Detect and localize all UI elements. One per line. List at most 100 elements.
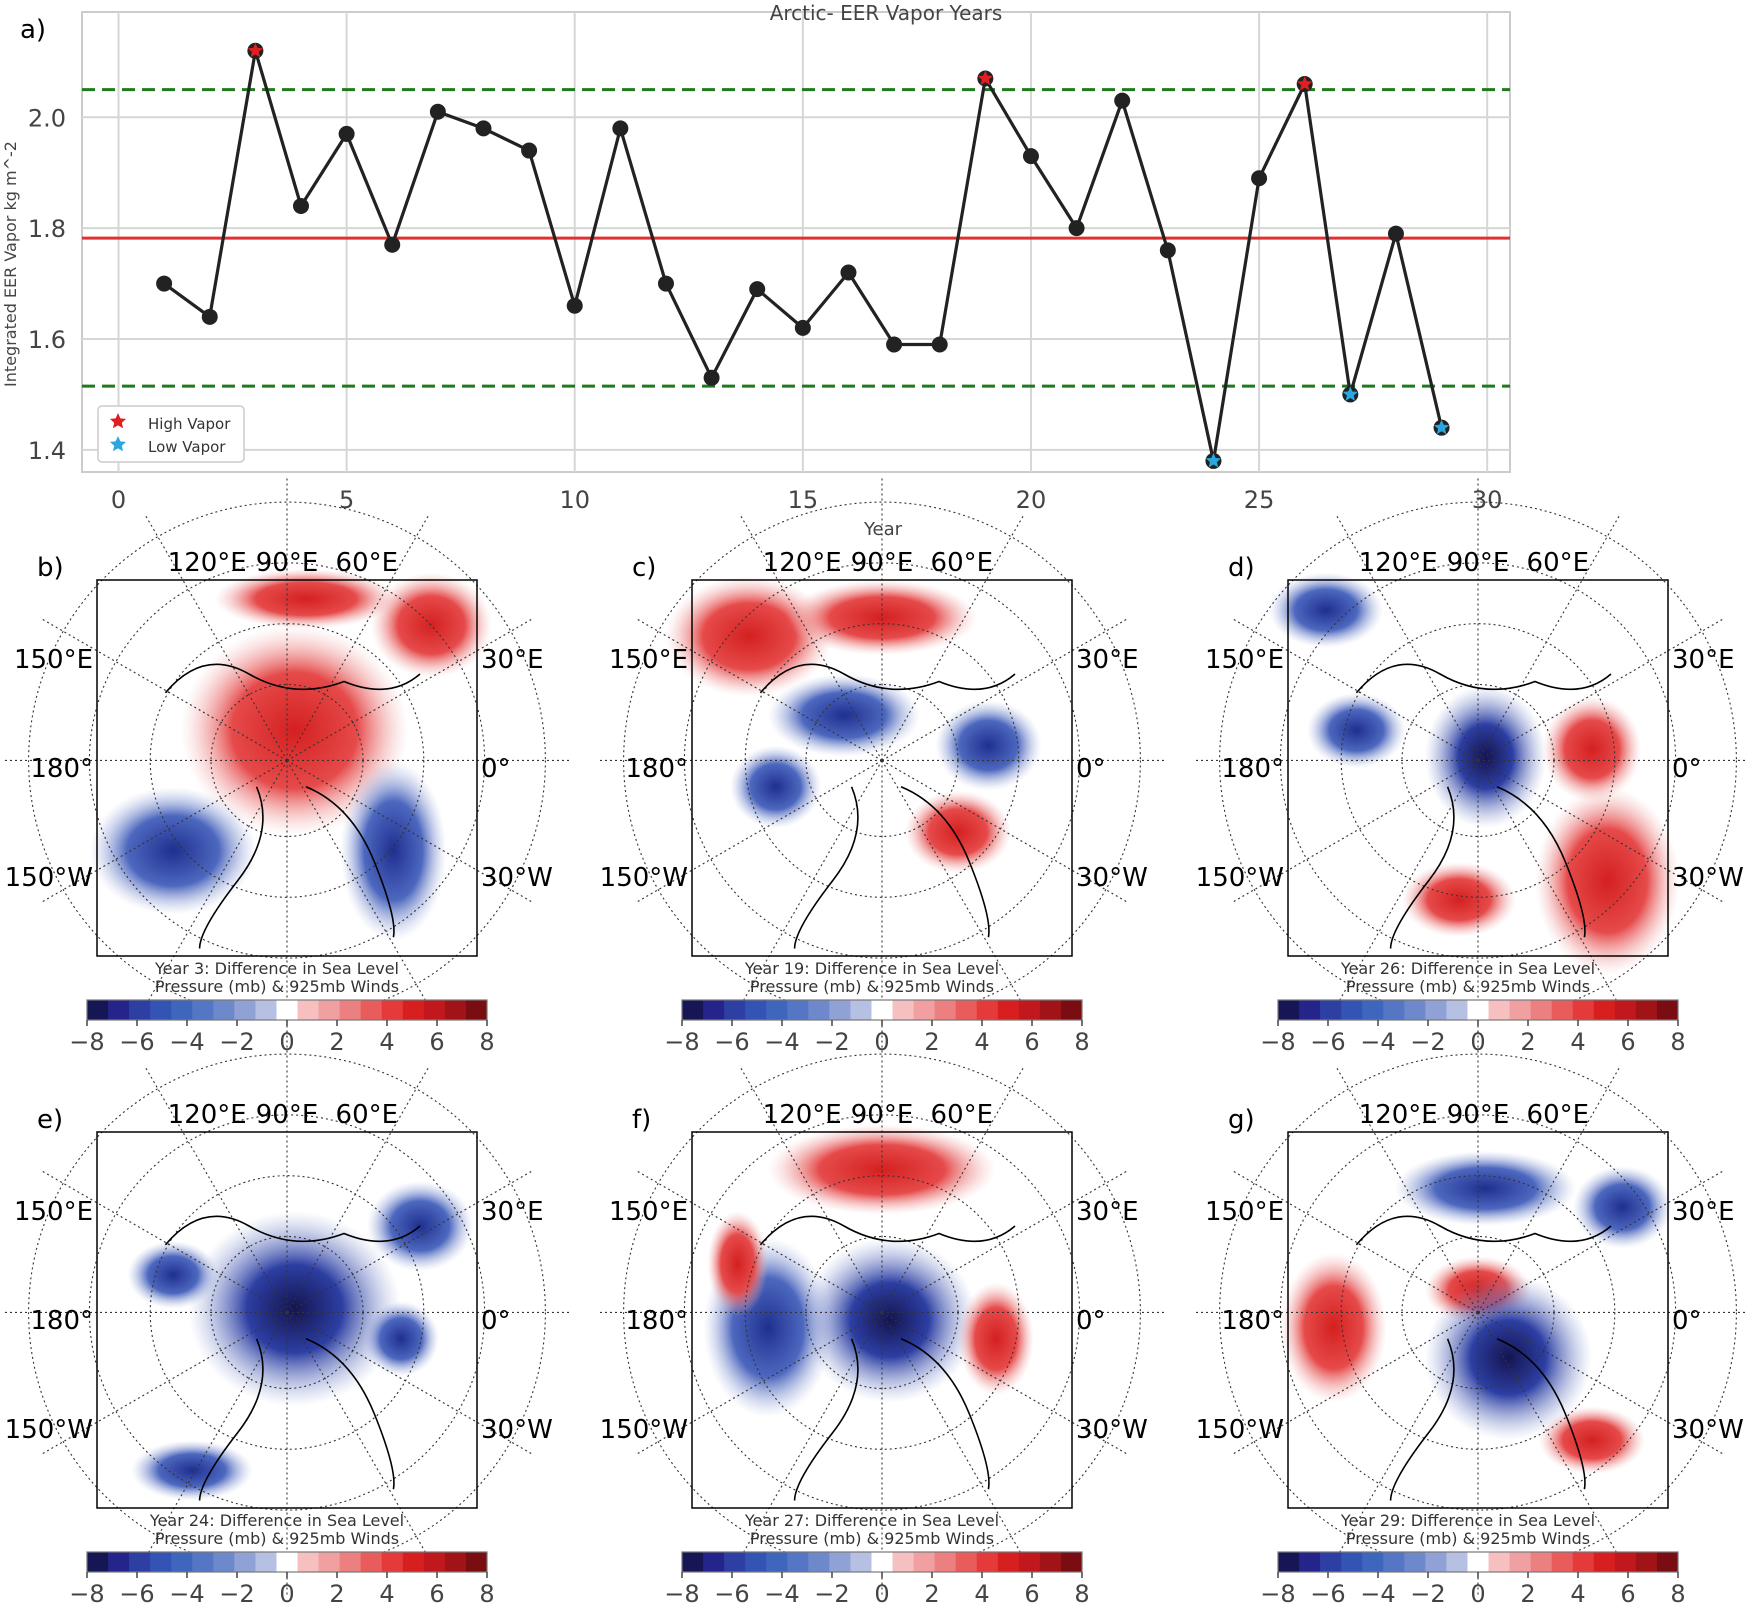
colorbar-swatch-2	[1320, 1000, 1342, 1020]
x-tick-label-20: 20	[1016, 486, 1047, 514]
data-point-year-28	[1387, 225, 1404, 242]
colorbar-swatch-3	[150, 1000, 172, 1020]
colorbar-swatch-4	[171, 1000, 193, 1020]
data-point-year-2	[201, 308, 218, 325]
map-lon-label-right-0: 30°E	[481, 645, 544, 675]
colorbar-tick-label-7: 6	[429, 1580, 444, 1608]
map-lon-label-right-2: 30°W	[481, 1415, 553, 1445]
colorbar-tick-label-3: −2	[1410, 1580, 1445, 1608]
colorbar-tick-label-5: 2	[924, 1028, 939, 1056]
colorbar-swatch-17	[1039, 1552, 1062, 1572]
map-lon-label-top-0: 120°E	[763, 548, 842, 578]
map-frame	[691, 579, 1073, 957]
colorbar-swatch-15	[402, 1552, 425, 1572]
coastline	[164, 1215, 421, 1501]
colorbar-tick-label-1: −6	[714, 1580, 749, 1608]
map-frame	[1287, 579, 1669, 957]
colorbar-swatch-13	[360, 1552, 383, 1572]
map-lon-label-left-1: 180°	[625, 1306, 688, 1336]
map-caption-line2: Pressure (mb) & 925mb Winds	[750, 1529, 994, 1548]
latitude-circle-2	[683, 1114, 1081, 1511]
colorbar-tick-label-1: −6	[1310, 1580, 1345, 1608]
colorbar-swatch-5	[192, 1000, 214, 1020]
y-tick-label-1.4: 1.4	[28, 437, 66, 465]
colorbar-swatch-15	[1593, 1552, 1616, 1572]
colorbar-swatch-1	[703, 1000, 725, 1020]
colorbar-swatch-9	[1467, 1552, 1490, 1572]
pressure-anomaly-blue-1	[768, 674, 920, 757]
colorbar-tick-label-1: −6	[119, 1580, 154, 1608]
colorbar-swatch-5	[1383, 1552, 1405, 1572]
data-point-year-23	[1159, 242, 1176, 259]
colorbar-swatch-0	[682, 1000, 704, 1020]
x-tick-labels: 0 5 10 15 20 25 30	[111, 486, 1503, 514]
x-tick-label-5: 5	[339, 486, 354, 514]
plot-frame	[81, 11, 1511, 473]
colorbar-swatch-12	[339, 1552, 362, 1572]
map-panel-g: g) 120°E 90°E 60°E 150°E 30°E 180° 0° 150°W 30°W Y…	[1193, 1027, 1748, 1608]
line-chart-panel: 0 5 10 15 20 25 30 1.4 1.6 1.8 2.0 a) Arctic- EER…	[1, 1, 1511, 540]
colorbar-swatch-13	[360, 1000, 383, 1020]
map-lon-label-right-2: 30°W	[1076, 863, 1148, 893]
colorbar-tick-label-2: −4	[764, 1028, 799, 1056]
colorbar-swatch-5	[787, 1000, 809, 1020]
colorbar-tick-label-8: 8	[1074, 1580, 1089, 1608]
map-lon-label-left-0: 150°E	[1205, 645, 1284, 675]
colorbar-swatch-15	[997, 1552, 1020, 1572]
map-lon-label-top-1: 90°E	[1447, 1100, 1510, 1130]
x-tick-label-30: 30	[1472, 486, 1503, 514]
map-lon-label-right-0: 30°E	[1672, 1197, 1735, 1227]
legend: High Vapor Low Vapor	[97, 405, 245, 463]
colorbar-swatch-2	[129, 1000, 151, 1020]
map-lon-label-right-0: 30°E	[1076, 645, 1139, 675]
pressure-anomaly-blue-2	[935, 700, 1042, 791]
colorbar-swatch-13	[955, 1552, 978, 1572]
colorbar-swatch-17	[1635, 1552, 1658, 1572]
map-caption-line1: Year 27: Difference in Sea Level	[744, 1511, 999, 1530]
map-lon-label-right-1: 0°	[1672, 1306, 1702, 1336]
colorbar-swatch-0	[87, 1552, 109, 1572]
colorbar-swatch-2	[724, 1552, 746, 1572]
colorbar-swatch-6	[1404, 1552, 1426, 1572]
high-vapor-star-19	[977, 70, 993, 85]
colorbar-tick-label-1: −6	[1310, 1028, 1345, 1056]
data-point-year-21	[1068, 220, 1085, 237]
colorbar-tick-label-7: 6	[429, 1028, 444, 1056]
map-lon-label-left-0: 150°E	[14, 645, 93, 675]
colorbar-tick-label-7: 6	[1024, 1028, 1039, 1056]
colorbar-swatch-7	[829, 1552, 851, 1572]
colorbar-swatch-10	[297, 1552, 320, 1572]
legend-box	[97, 405, 245, 463]
colorbar-swatch-13	[1551, 1000, 1574, 1020]
colorbar-tick-label-8: 8	[479, 1028, 494, 1056]
colorbar-tick-label-8: 8	[1670, 1028, 1685, 1056]
colorbar-swatch-9	[276, 1552, 299, 1572]
pressure-anomaly-red-0	[665, 576, 833, 697]
map-frame	[691, 1131, 1073, 1509]
latitude-circle-2	[88, 562, 486, 959]
map-lon-label-left-1: 180°	[1221, 754, 1284, 784]
pressure-anomaly-red-3	[1542, 696, 1642, 802]
colorbar-tick-label-4: 0	[279, 1580, 294, 1608]
pressure-anomaly-dblue-2	[1424, 1274, 1592, 1441]
colorbar-swatch-8	[850, 1000, 872, 1020]
colorbar-swatch-8	[255, 1552, 277, 1572]
colorbar-tick-label-7: 6	[1024, 1580, 1039, 1608]
map-lon-label-top-0: 120°E	[168, 1100, 247, 1130]
colorbar-swatch-3	[1341, 1552, 1363, 1572]
coastline	[1355, 1215, 1612, 1501]
colorbar-tick-label-2: −4	[169, 1028, 204, 1056]
colorbar-swatch-12	[1530, 1000, 1553, 1020]
map-panel-d: d) 120°E 90°E 60°E 150°E 30°E 180° 0° 150°W 30°W Y…	[1193, 475, 1748, 1056]
colorbar: −8 −6 −4 −2 0 2 4 6 8	[69, 999, 495, 1056]
map-caption-line1: Year 19: Difference in Sea Level	[744, 959, 999, 978]
colorbar-swatch-18	[1656, 1000, 1679, 1020]
legend-high-vapor-marker	[109, 413, 127, 429]
map-lon-label-left-0: 150°E	[609, 1197, 688, 1227]
colorbar-swatch-11	[913, 1552, 936, 1572]
map-panel-c: c) 120°E 90°E 60°E 150°E 30°E 180° 0° 150°W 30°W Y…	[597, 475, 1167, 1056]
pressure-anomaly-red-5	[1538, 1406, 1646, 1475]
colorbar-swatch-6	[808, 1552, 830, 1572]
colorbar-swatch-1	[1299, 1552, 1321, 1572]
